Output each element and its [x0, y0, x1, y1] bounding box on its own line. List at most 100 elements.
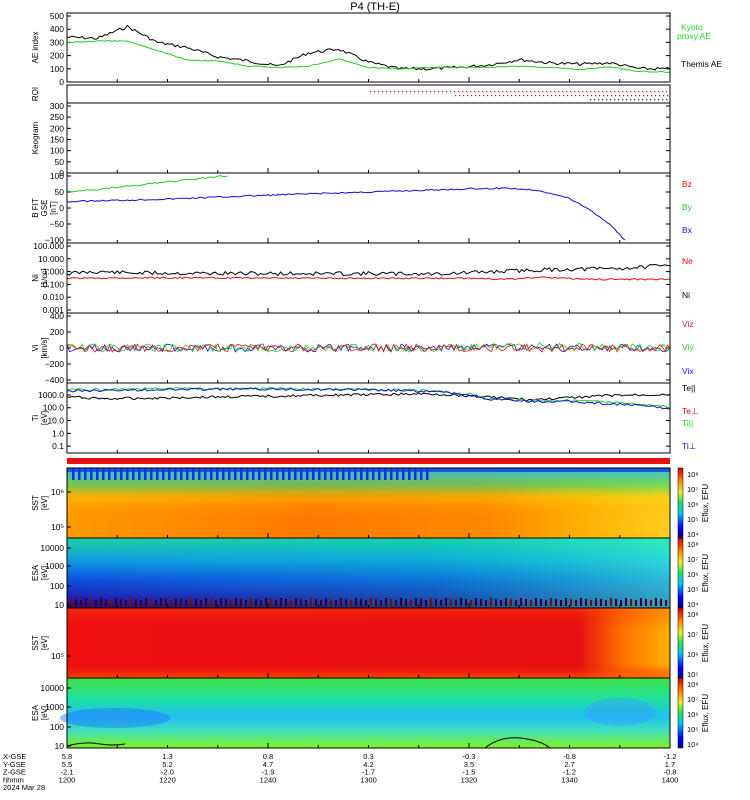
- sst-electron-ylabel: [eV]: [40, 496, 49, 510]
- sst-electron-ytick-label: 10⁶: [51, 487, 64, 497]
- legend-ni: Ni: [682, 290, 690, 300]
- roi-dot: [658, 99, 660, 101]
- sst-electron-stripe: [186, 468, 189, 480]
- roi-dot: [482, 91, 484, 93]
- ti-series-line: [66, 386, 670, 409]
- sst-electron-colorbar-label: 10⁸: [687, 470, 699, 479]
- footer-value: 1240: [260, 775, 277, 784]
- sst-electron-stripe: [342, 468, 345, 480]
- footer-value: -2.0: [161, 768, 174, 777]
- esa-electron-lowband: [620, 600, 622, 606]
- keogram-ylabel: Keogram: [31, 121, 40, 154]
- roi-dot: [463, 95, 465, 97]
- roi-dot: [471, 95, 473, 97]
- vi-series-line: [66, 342, 671, 353]
- roi-dot: [591, 95, 593, 97]
- footer-value: 3.5: [464, 760, 474, 769]
- esa-electron-lowband: [440, 600, 442, 606]
- ti-ytick-label: 0.1: [52, 441, 64, 451]
- ae-ytick-label: 500: [50, 11, 64, 21]
- esa-electron-lowband: [280, 598, 282, 606]
- footer-value: -1.7: [362, 768, 375, 777]
- roi-ylabel: ROI: [31, 87, 40, 101]
- roi-dot: [414, 91, 416, 93]
- sst-ion-colorbar-label: 10⁷: [687, 630, 698, 639]
- footer-value: 1300: [360, 775, 377, 784]
- esa-ion-ytick-label: 1000: [45, 702, 64, 712]
- esa-electron-lowband: [375, 599, 377, 606]
- roi-dot: [406, 91, 408, 93]
- sst-ion-fill: [67, 608, 670, 678]
- esa-electron-lowband: [545, 600, 547, 606]
- esa-electron-lowband: [635, 600, 637, 606]
- roi-dot: [634, 91, 636, 93]
- roi-dot: [618, 91, 620, 93]
- ae-ytick-label: 200: [50, 51, 64, 61]
- esa-electron-lowband: [175, 598, 177, 606]
- roi-dot: [498, 91, 500, 93]
- esa-electron-lowband: [560, 600, 562, 606]
- esa-electron-lowband: [595, 598, 597, 606]
- roi-dot: [490, 91, 492, 93]
- ni-ylabel: Ni: [31, 274, 40, 282]
- esa-electron-lowband: [480, 599, 482, 606]
- legend-ti-perp: Ti⊥: [682, 441, 697, 451]
- sst-electron-stripe: [204, 468, 207, 480]
- roi-dot: [479, 95, 481, 97]
- footer-value: 5.8: [62, 752, 72, 761]
- sst-electron-stripe: [96, 468, 99, 480]
- roi-dot: [382, 91, 384, 93]
- roi-dot: [590, 99, 592, 101]
- esa-electron-lowband: [245, 600, 247, 606]
- esa-electron-lowband: [510, 599, 512, 606]
- sst-electron-stripe: [234, 468, 237, 480]
- roi-dot: [507, 95, 509, 97]
- esa-electron-lowband: [630, 599, 632, 606]
- roi-dot: [455, 95, 457, 97]
- esa-electron-lowband: [315, 599, 317, 606]
- roi-dot: [446, 91, 448, 93]
- vi-ytick-label: 0: [59, 343, 64, 353]
- sst-electron-stripe: [336, 468, 339, 480]
- keogram-ytick-label: 100: [50, 146, 64, 156]
- legend-ti-par: Ti||: [682, 418, 693, 428]
- legend-vix: Vix: [682, 366, 694, 376]
- sst-electron-stripe: [270, 468, 273, 480]
- esa-electron-lowband: [485, 600, 487, 606]
- roi-dot: [378, 91, 380, 93]
- esa-electron-lowband: [150, 599, 152, 606]
- sst-electron-stripe: [240, 468, 243, 480]
- roi-dot: [650, 99, 652, 101]
- esa-ion-colorbar-label: 10⁸: [687, 680, 699, 689]
- esa-electron-lowband: [180, 599, 182, 606]
- esa-electron-lowband: [135, 599, 137, 606]
- roi-dot: [586, 91, 588, 93]
- esa-electron-lowband: [590, 600, 592, 606]
- roi-dot: [618, 99, 620, 101]
- roi-dot: [546, 91, 548, 93]
- sst-electron-stripe: [102, 468, 105, 480]
- roi-dot: [410, 91, 412, 93]
- esa-electron-lowband: [130, 598, 132, 606]
- esa-electron-lowband: [275, 600, 277, 606]
- esa-electron-ylabel: ESA: [31, 564, 40, 581]
- esa-electron-ytick-label: 10: [55, 600, 65, 610]
- roi-dot: [526, 91, 528, 93]
- roi-dot: [478, 91, 480, 93]
- sst-electron-colorbar-title: Eflux, EFU: [701, 484, 710, 522]
- esa-electron-lowband: [120, 599, 122, 606]
- esa-electron-lowband: [230, 600, 232, 606]
- legend-by: By: [682, 202, 693, 212]
- esa-electron-lowband: [365, 600, 367, 606]
- esa-electron-lowband: [625, 598, 627, 606]
- roi-dot: [527, 95, 529, 97]
- ni-ytick-label: 10.000: [38, 254, 64, 264]
- esa-electron-lowband: [160, 598, 162, 606]
- ae-series-line: [66, 40, 671, 73]
- esa-electron-lowband: [475, 598, 477, 606]
- esa-electron-lowband: [390, 599, 392, 606]
- ae-ylabel: AE index: [31, 31, 40, 63]
- roi-dot: [511, 95, 513, 97]
- esa-electron-lowband: [470, 600, 472, 606]
- esa-electron-lowband: [400, 598, 402, 606]
